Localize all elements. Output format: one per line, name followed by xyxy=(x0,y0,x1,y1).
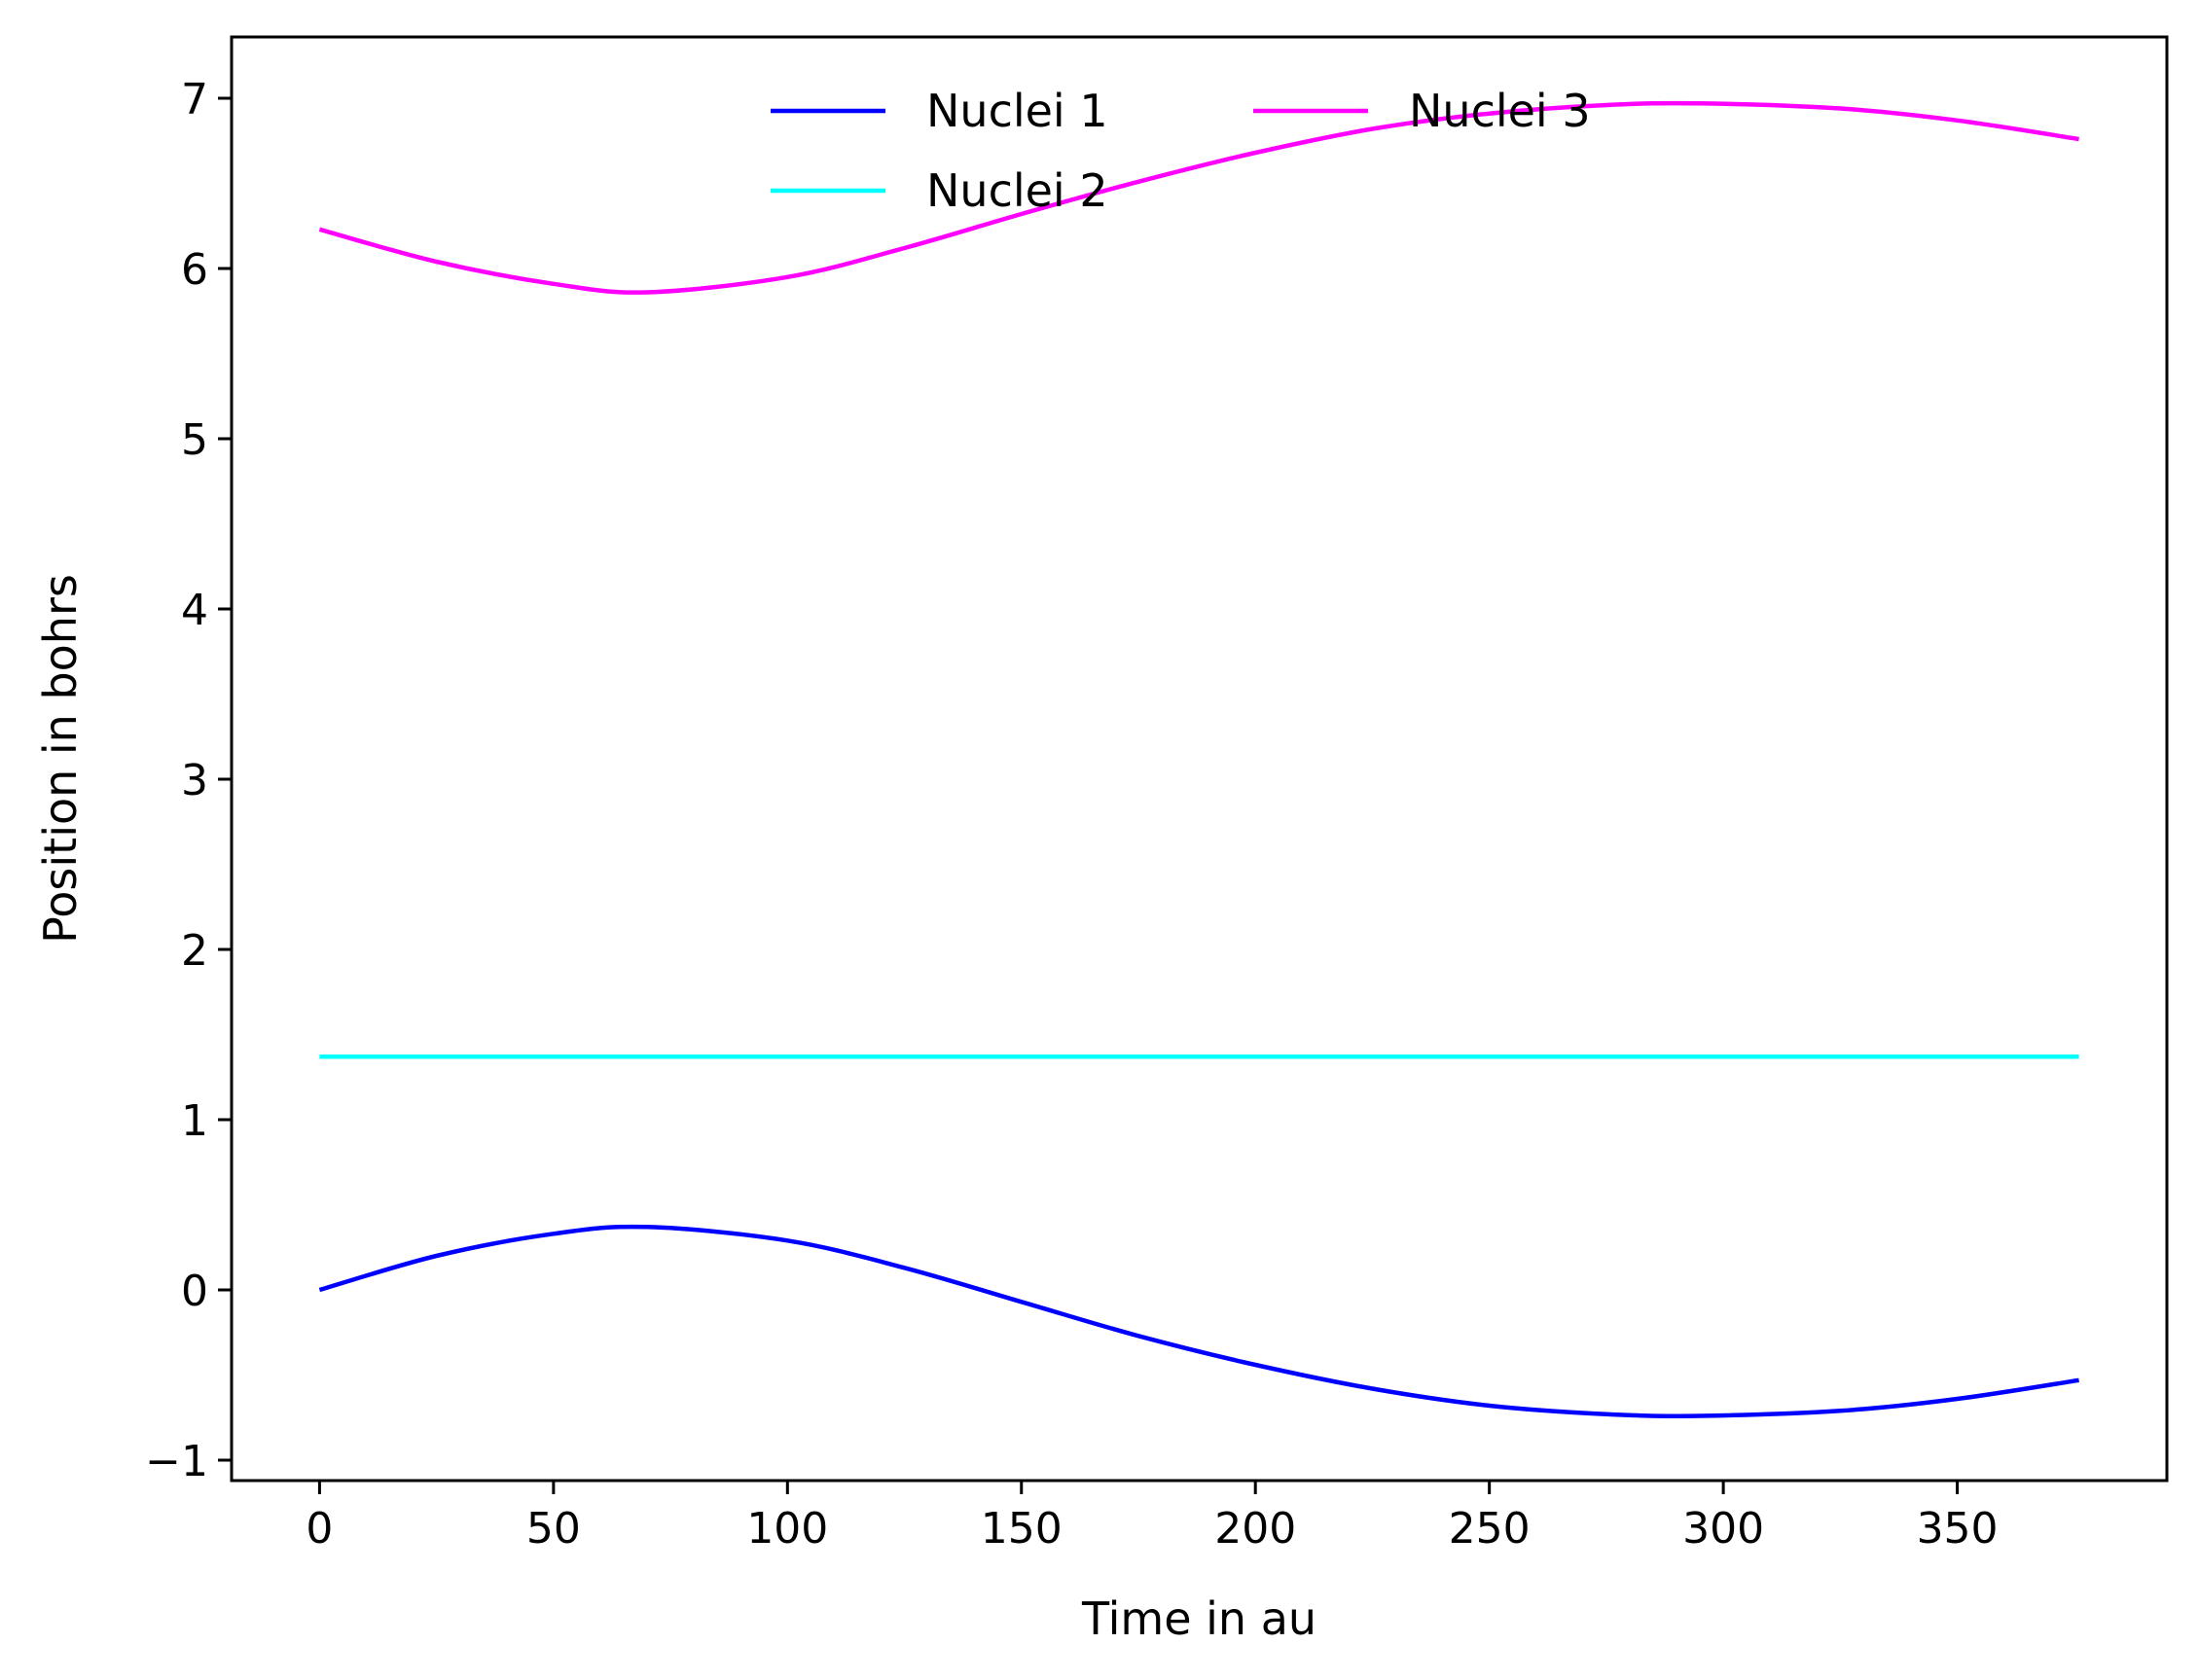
series-line-nuclei-3 xyxy=(318,100,2079,295)
y-tick-label: 0 xyxy=(181,1267,208,1316)
y-tick-label: 1 xyxy=(181,1096,208,1146)
x-tick-label: 350 xyxy=(1917,1504,1999,1554)
x-tick-label: 50 xyxy=(526,1504,581,1554)
x-tick-label: 100 xyxy=(746,1504,828,1554)
y-tick-label: 7 xyxy=(181,75,208,125)
legend-label: Nuclei 1 xyxy=(926,85,1108,137)
y-tick-label: 3 xyxy=(181,756,208,805)
series-layer xyxy=(318,100,2079,1418)
y-tick-label: −1 xyxy=(145,1437,208,1486)
x-axis-title: Time in au xyxy=(1081,1592,1316,1645)
axes-frame xyxy=(230,35,2169,1483)
legend: Nuclei 1 Nuclei 2 Nuclei 3 xyxy=(771,85,1591,217)
x-tick-label: 250 xyxy=(1449,1504,1531,1554)
y-tick-label: 2 xyxy=(181,926,208,976)
x-tick-label: 150 xyxy=(981,1504,1063,1554)
y-axis: −1 0 1 2 3 4 5 6 7 xyxy=(145,75,232,1486)
y-axis-title: Position in bohrs xyxy=(34,574,87,944)
y-tick-label: 4 xyxy=(181,586,208,635)
x-tick-label: 300 xyxy=(1682,1504,1764,1554)
y-tick-label: 6 xyxy=(181,245,208,295)
x-axis: 0 50 100 150 200 250 300 350 xyxy=(306,1481,1999,1554)
x-tick-label: 0 xyxy=(306,1504,333,1554)
y-tick-label: 5 xyxy=(181,415,208,465)
legend-label: Nuclei 3 xyxy=(1409,85,1591,137)
series-line-nuclei-1 xyxy=(318,1224,2079,1418)
x-tick-label: 200 xyxy=(1214,1504,1296,1554)
legend-label: Nuclei 2 xyxy=(926,164,1108,217)
